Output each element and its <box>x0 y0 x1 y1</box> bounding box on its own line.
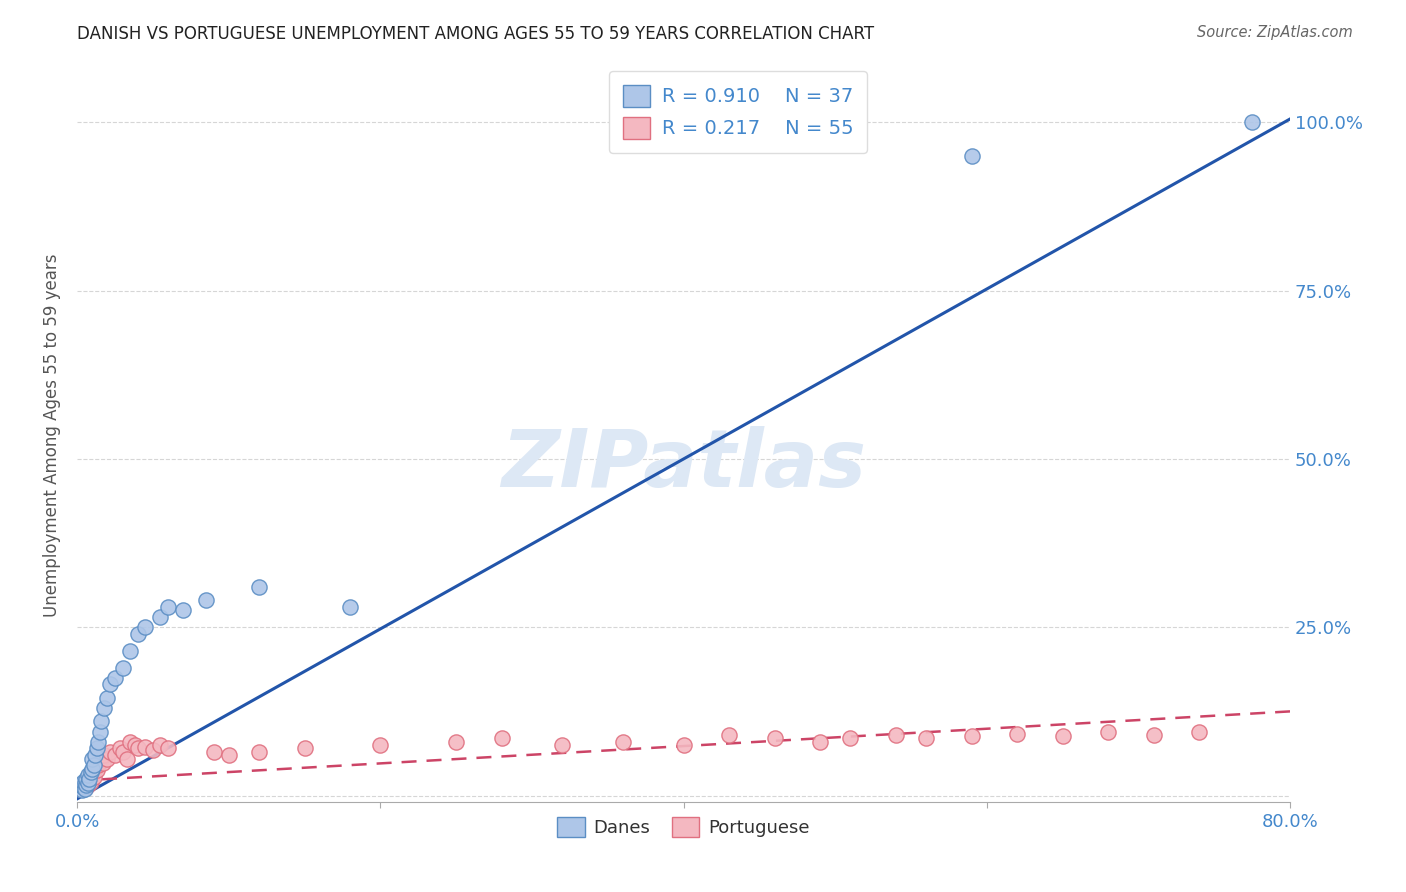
Point <box>96 751 118 765</box>
Point <box>108 741 131 756</box>
Y-axis label: Unemployment Among Ages 55 to 59 years: Unemployment Among Ages 55 to 59 years <box>44 253 60 617</box>
Point <box>82 762 104 776</box>
Point <box>339 600 361 615</box>
Point <box>77 772 100 786</box>
Point <box>76 779 98 793</box>
Point <box>111 745 134 759</box>
Point <box>76 776 98 790</box>
Point <box>1005 726 1028 740</box>
Point <box>134 740 156 755</box>
Legend: Danes, Portuguese: Danes, Portuguese <box>550 809 817 845</box>
Point <box>75 772 97 786</box>
Point <box>247 580 270 594</box>
Point <box>72 775 94 789</box>
Point <box>839 731 862 746</box>
Point <box>84 748 107 763</box>
Point <box>127 627 149 641</box>
Point <box>69 781 91 796</box>
Point <box>75 780 97 795</box>
Point <box>172 603 194 617</box>
Point <box>1188 724 1211 739</box>
Point <box>87 734 110 748</box>
Point <box>134 620 156 634</box>
Point <box>763 731 786 746</box>
Point <box>247 745 270 759</box>
Point <box>89 724 111 739</box>
Point <box>86 763 108 777</box>
Point <box>70 779 93 793</box>
Point <box>72 781 94 796</box>
Point <box>72 780 94 795</box>
Point <box>111 660 134 674</box>
Point <box>83 758 105 772</box>
Point <box>884 728 907 742</box>
Point <box>70 779 93 793</box>
Point <box>149 610 172 624</box>
Point <box>93 748 115 763</box>
Point <box>1142 728 1164 742</box>
Point <box>96 690 118 705</box>
Point <box>104 748 127 763</box>
Point <box>124 738 146 752</box>
Point <box>960 729 983 743</box>
Point <box>115 751 138 765</box>
Point <box>100 745 122 759</box>
Point <box>69 781 91 796</box>
Point <box>551 738 574 752</box>
Point <box>1241 115 1264 129</box>
Point <box>73 776 96 790</box>
Point <box>491 731 513 746</box>
Point <box>80 764 103 779</box>
Point <box>104 671 127 685</box>
Point <box>915 731 938 746</box>
Point <box>718 728 741 742</box>
Point <box>76 768 98 782</box>
Point <box>87 758 110 772</box>
Point <box>83 770 105 784</box>
Point <box>202 745 225 759</box>
Point <box>444 734 467 748</box>
Point <box>294 741 316 756</box>
Point <box>157 741 180 756</box>
Point <box>142 743 165 757</box>
Point <box>90 714 112 729</box>
Point <box>672 738 695 752</box>
Point <box>157 600 180 615</box>
Point <box>84 762 107 776</box>
Text: ZIPatlas: ZIPatlas <box>501 425 866 504</box>
Point <box>91 756 114 771</box>
Point <box>120 734 142 748</box>
Point <box>73 781 96 796</box>
Point <box>370 738 392 752</box>
Point <box>149 738 172 752</box>
Point <box>612 734 634 748</box>
Point <box>194 593 217 607</box>
Point <box>218 748 240 763</box>
Point <box>70 780 93 795</box>
Point <box>120 644 142 658</box>
Point <box>1052 729 1074 743</box>
Point <box>73 776 96 790</box>
Point <box>82 751 104 765</box>
Point <box>89 755 111 769</box>
Point <box>90 751 112 765</box>
Text: DANISH VS PORTUGUESE UNEMPLOYMENT AMONG AGES 55 TO 59 YEARS CORRELATION CHART: DANISH VS PORTUGUESE UNEMPLOYMENT AMONG … <box>77 25 875 43</box>
Point <box>75 775 97 789</box>
Point <box>808 734 831 748</box>
Point <box>82 768 104 782</box>
Point <box>100 677 122 691</box>
Point <box>127 741 149 756</box>
Text: Source: ZipAtlas.com: Source: ZipAtlas.com <box>1197 25 1353 40</box>
Point <box>86 741 108 756</box>
Point <box>960 149 983 163</box>
Point <box>1097 724 1119 739</box>
Point <box>82 764 104 779</box>
Point <box>75 779 97 793</box>
Point <box>70 783 93 797</box>
Point <box>93 701 115 715</box>
Point <box>80 775 103 789</box>
Point <box>77 772 100 786</box>
